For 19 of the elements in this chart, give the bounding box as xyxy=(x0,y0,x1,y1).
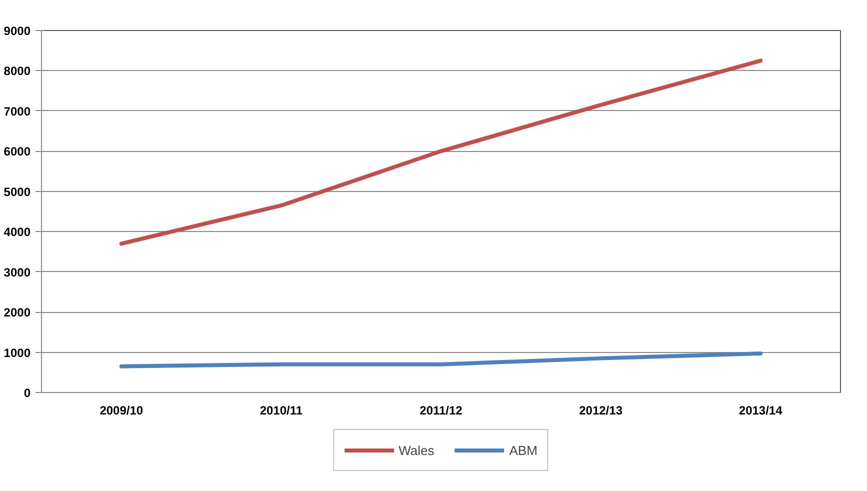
x-tick-label: 2012/13 xyxy=(579,404,623,418)
y-tick-label: 2000 xyxy=(4,306,31,320)
y-tick-label: 1000 xyxy=(4,346,31,360)
legend-label: ABM xyxy=(509,442,538,458)
y-tick-label: 6000 xyxy=(4,144,31,159)
y-tick-label: 5000 xyxy=(4,184,31,199)
x-tick-label: 2010/11 xyxy=(260,404,303,418)
x-tick-label: 2013/14 xyxy=(738,404,783,418)
legend-label: Wales xyxy=(398,442,434,458)
y-tick-label: 8000 xyxy=(4,64,31,78)
line-series xyxy=(119,351,763,368)
x-tick-label: 2009/10 xyxy=(100,404,144,418)
y-tick-label: 4000 xyxy=(4,225,31,240)
y-tick-label: 9000 xyxy=(4,24,31,38)
y-tick-label: 3000 xyxy=(4,265,31,280)
y-tick-label: 0 xyxy=(24,386,31,400)
x-tick-label: 2011/12 xyxy=(420,404,463,418)
line-series xyxy=(119,58,763,246)
y-tick-label: 7000 xyxy=(4,104,31,118)
